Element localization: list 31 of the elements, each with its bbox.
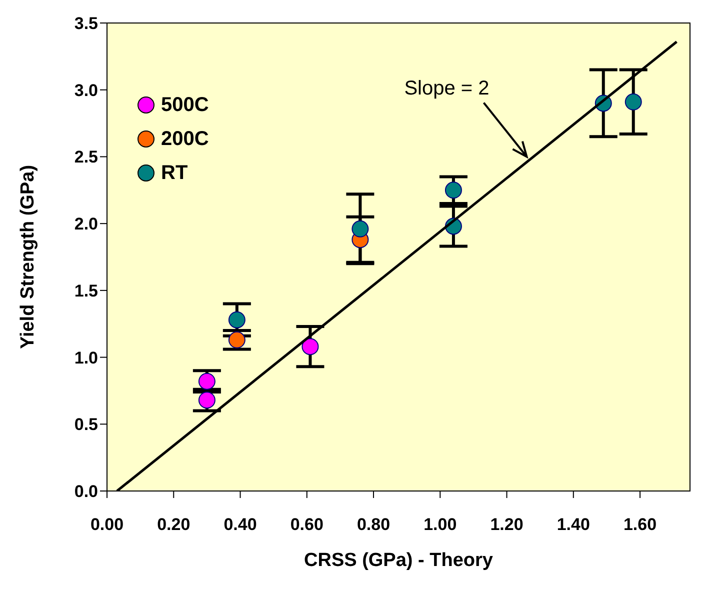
annotation: Slope = 2 bbox=[404, 78, 490, 100]
x-tick-label: 0.20 bbox=[157, 515, 190, 534]
y-tick-label: 3.0 bbox=[74, 80, 98, 100]
y-tick-label: 0.0 bbox=[74, 482, 98, 502]
x-tick-label: 0.80 bbox=[356, 515, 390, 534]
x-tick-label: 1.00 bbox=[424, 515, 457, 534]
y-tick-label: 3.5 bbox=[74, 14, 98, 34]
legend-label: 200C bbox=[160, 126, 209, 152]
x-tick-label: 0.00 bbox=[90, 515, 124, 534]
point bbox=[198, 372, 216, 390]
y-axis-title: Yield Strength (GPa) bbox=[18, 164, 39, 350]
y-tick-label: 0.5 bbox=[74, 415, 98, 434]
x-tick-label: 1.40 bbox=[556, 515, 590, 534]
x-tick-label: 1.20 bbox=[490, 515, 524, 534]
legend-label: RT bbox=[160, 160, 189, 186]
point bbox=[198, 392, 216, 409]
x-tick-label: 0.60 bbox=[290, 515, 324, 534]
y-tick-label: 1.5 bbox=[74, 281, 98, 300]
y-tick-label: 2.5 bbox=[74, 148, 98, 167]
point bbox=[352, 220, 369, 238]
point bbox=[624, 93, 642, 110]
point bbox=[228, 311, 246, 328]
x-axis-title: CRSS (GPa) - Theory bbox=[304, 550, 494, 571]
point bbox=[302, 338, 319, 356]
point bbox=[228, 331, 246, 348]
legend-label: 500C bbox=[160, 92, 209, 118]
y-tick-label: 2.0 bbox=[74, 214, 98, 234]
point bbox=[444, 182, 462, 199]
y-tick-label: 1.0 bbox=[74, 348, 98, 368]
x-tick-label: 1.60 bbox=[623, 515, 657, 534]
x-tick-label: 0.40 bbox=[224, 515, 257, 534]
